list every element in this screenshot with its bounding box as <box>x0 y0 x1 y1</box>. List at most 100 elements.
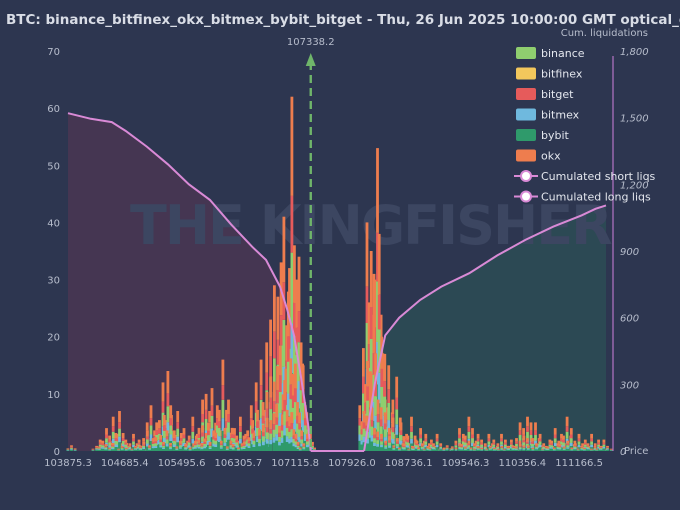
bar-segment-bybit <box>469 450 473 451</box>
legend[interactable]: binance bitfinex bitget bitmex bybit okx Cumul… <box>514 47 656 204</box>
legend-item-short[interactable]: Cumulated short liqs <box>514 170 656 183</box>
bar-segment-okx <box>526 445 530 447</box>
bar-segment-bitget <box>415 443 419 446</box>
bar-segment-bybit <box>212 446 216 451</box>
liq-bar <box>373 428 376 451</box>
legend-item-bybit[interactable]: bybit <box>516 129 570 142</box>
y-tick-label: 70 <box>47 47 60 58</box>
legend-item-bitfinex[interactable]: bitfinex <box>516 67 583 81</box>
legend-item-bitget[interactable]: bitget <box>516 88 574 101</box>
bar-segment-okx <box>294 363 297 389</box>
bar-segment-bybit <box>574 449 577 451</box>
liq-bar <box>439 443 443 451</box>
bar-segment-bitget <box>261 415 265 424</box>
bar-segment-bitmex <box>214 444 218 447</box>
bar-segment-okx <box>609 448 613 450</box>
bar-segment-okx <box>154 437 158 442</box>
legend-item-binance[interactable]: binance <box>516 47 585 60</box>
bar-segment-bybit <box>134 449 137 451</box>
bar-segment-bybit <box>149 440 153 451</box>
bar-segment-bybit <box>460 449 464 451</box>
bar-segment-bybit <box>215 440 219 451</box>
bar-segment-binance <box>111 431 115 439</box>
bar-segment-bitmex <box>417 449 420 451</box>
bar-segment-bitmex <box>504 446 507 449</box>
liq-bar <box>388 436 391 451</box>
bar-segment-binance <box>194 445 197 448</box>
bar-segment-bitget <box>526 446 530 448</box>
bar-segment-binance <box>541 449 545 451</box>
bar-segment-binance <box>492 449 496 450</box>
bar-segment-binance <box>296 423 299 434</box>
bar-segment-bybit <box>302 449 306 451</box>
liq-bar <box>593 445 597 451</box>
bar-segment-okx <box>66 448 70 450</box>
bar-segment-okx <box>242 435 246 440</box>
bar-segment-bitget <box>548 442 552 445</box>
bar-segment-bitmex <box>169 434 173 441</box>
bar-segment-binance <box>558 447 562 449</box>
bar-segment-bitget <box>602 442 606 445</box>
bar-segment-okx <box>398 417 402 427</box>
bar-segment-binance <box>303 425 307 435</box>
bar-segment-binance <box>282 319 286 367</box>
bar-segment-okx <box>590 448 593 450</box>
legend-swatch-binance <box>516 47 536 59</box>
liq-bar <box>419 428 422 451</box>
bar-segment-binance <box>201 436 204 442</box>
bar-segment-okx <box>221 359 225 386</box>
bar-segment-bybit <box>526 449 530 451</box>
bar-segment-okx <box>548 439 552 443</box>
bar-segment-binance <box>301 403 305 421</box>
liq-bar <box>128 443 132 451</box>
bar-segment-okx <box>415 440 419 444</box>
bar-segment-binance <box>272 429 276 438</box>
liq-bar <box>392 445 396 451</box>
bar-segment-bybit <box>435 447 439 451</box>
bar-segment-binance <box>358 425 362 435</box>
bar-segment-bitget <box>478 447 482 449</box>
bar-segment-binance <box>454 449 458 450</box>
bar-segment-bitmex <box>426 449 430 450</box>
bar-segment-bybit <box>172 447 176 451</box>
bar-segment-bybit <box>583 450 586 451</box>
bar-segment-okx <box>552 447 556 449</box>
liq-bar <box>124 447 128 451</box>
bar-segment-bitget <box>445 446 449 448</box>
bar-segment-okx <box>262 424 265 433</box>
bar-segment-bitget <box>465 445 469 447</box>
liq-bar <box>518 444 522 451</box>
y-right-tick-label: 1,200 <box>620 180 649 191</box>
bar-segment-okx <box>261 402 265 416</box>
liq-bar <box>595 448 599 451</box>
bar-segment-bitget <box>395 397 399 410</box>
bar-segment-binance <box>609 449 613 451</box>
bar-segment-binance <box>265 432 269 439</box>
legend-item-long[interactable]: Cumulated long liqs <box>514 190 651 204</box>
bar-segment-okx <box>593 443 597 446</box>
bar-segment-binance <box>577 441 581 445</box>
bar-segment-binance <box>598 448 602 450</box>
bar-segment-bybit <box>412 450 415 451</box>
legend-item-okx[interactable]: okx <box>516 149 561 163</box>
bar-segment-bybit <box>162 449 165 451</box>
bar-segment-bitget <box>515 447 518 449</box>
bar-segment-bitget <box>467 426 471 432</box>
bar-segment-bitget <box>194 443 197 446</box>
bar-segment-bitget <box>392 446 396 448</box>
bar-segment-okx <box>120 445 124 448</box>
bar-segment-okx <box>454 440 458 444</box>
x-tick-label: 103875.3 <box>44 458 92 469</box>
liq-bar <box>235 435 239 451</box>
bar-segment-okx <box>460 444 464 446</box>
bar-segment-bitmex <box>290 323 294 374</box>
bar-segment-bitget <box>476 447 480 449</box>
bar-segment-bitget <box>124 442 128 445</box>
liq-bar <box>606 445 609 451</box>
bar-segment-okx <box>380 433 383 439</box>
liq-bar <box>154 437 158 451</box>
legend-item-bitmex[interactable]: bitmex <box>516 108 580 122</box>
bar-segment-bitget <box>488 447 492 449</box>
liq-bar <box>227 399 230 451</box>
